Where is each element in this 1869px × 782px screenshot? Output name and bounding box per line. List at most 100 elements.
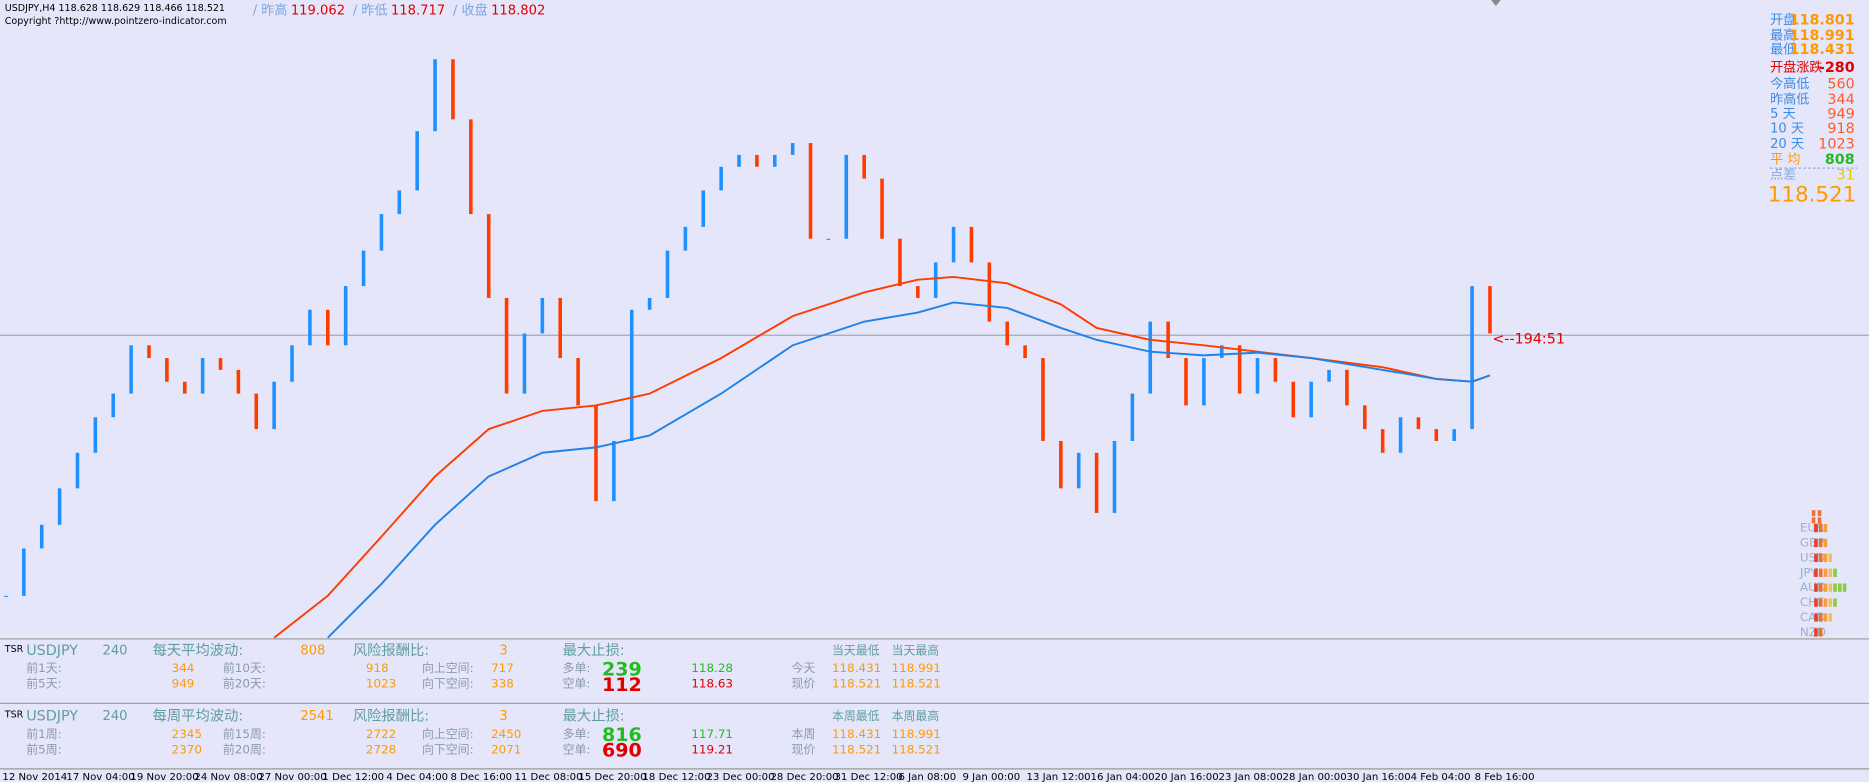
shift-marker bbox=[1491, 0, 1501, 6]
candle bbox=[290, 345, 294, 382]
candle bbox=[1470, 286, 1474, 430]
x-tick-label: 13 Jan 12:00 bbox=[1027, 772, 1091, 782]
candle bbox=[379, 214, 384, 251]
price-line-label: <--194:51 bbox=[1492, 332, 1565, 348]
candle bbox=[1273, 358, 1278, 382]
panel-label: 最大止损: bbox=[563, 642, 625, 659]
strength-bar bbox=[1817, 510, 1822, 517]
candle bbox=[576, 358, 580, 406]
candle bbox=[1363, 405, 1367, 430]
prev-value: 118.802 bbox=[491, 3, 545, 18]
strength-bar bbox=[1814, 598, 1818, 607]
x-tick-label: 30 Jan 16:00 bbox=[1347, 772, 1411, 782]
candle bbox=[469, 119, 473, 215]
x-tick-label: 8 Feb 16:00 bbox=[1475, 772, 1535, 782]
info-label: 5 天 bbox=[1770, 107, 1796, 122]
x-tick-label: 18 Dec 12:00 bbox=[642, 772, 710, 782]
stat-value: 918 bbox=[366, 661, 389, 675]
stat-label: 前20天: bbox=[223, 677, 266, 691]
copyright: Copyright ?http://www.pointzero-indicato… bbox=[5, 16, 227, 27]
info-label: 昨高低 bbox=[1770, 91, 1809, 108]
candle bbox=[236, 369, 241, 394]
info-label: 开盘 bbox=[1770, 11, 1796, 28]
candle bbox=[826, 238, 831, 240]
candle bbox=[1148, 321, 1153, 394]
candle bbox=[1094, 452, 1099, 513]
order-label: 空单: bbox=[563, 742, 591, 756]
candle bbox=[75, 452, 80, 489]
candle bbox=[111, 393, 116, 418]
x-tick-label: 4 Feb 04:00 bbox=[1411, 772, 1471, 782]
strength-bar bbox=[1818, 628, 1823, 637]
panel-period: 240 bbox=[103, 643, 128, 658]
panel-value: 3 bbox=[499, 709, 507, 724]
candle bbox=[200, 358, 205, 394]
candle bbox=[1041, 358, 1045, 441]
candle bbox=[129, 345, 133, 394]
candle bbox=[1434, 429, 1439, 441]
candle bbox=[772, 154, 777, 167]
x-tick-label: 17 Nov 04:00 bbox=[66, 772, 134, 782]
space-label: 向上空间: bbox=[422, 727, 474, 741]
candle bbox=[987, 262, 992, 322]
candle bbox=[1130, 393, 1135, 441]
strength-bar bbox=[1828, 613, 1833, 622]
candle bbox=[1184, 358, 1188, 406]
info-label: 最低 bbox=[1770, 42, 1796, 58]
range-head: 当天最高 bbox=[892, 643, 940, 657]
stat-value: 949 bbox=[172, 677, 195, 691]
range-label: 现价 bbox=[791, 677, 815, 691]
x-tick-label: 23 Jan 08:00 bbox=[1219, 772, 1283, 782]
candle bbox=[951, 226, 956, 263]
range-head: 本周最高 bbox=[892, 709, 940, 723]
panel-value: 3 bbox=[499, 643, 507, 658]
x-tick-label: 27 Nov 00:00 bbox=[258, 772, 326, 782]
currency: CHF bbox=[1800, 595, 1824, 609]
strength-bar bbox=[1814, 583, 1818, 592]
candle bbox=[844, 154, 849, 239]
stat-label: 前10天: bbox=[223, 661, 266, 675]
candle bbox=[1452, 429, 1456, 441]
stat-value: 2728 bbox=[366, 742, 396, 756]
x-tick-label: 11 Dec 08:00 bbox=[514, 772, 582, 782]
strength-bar bbox=[1817, 517, 1822, 524]
currency: EUR bbox=[1800, 521, 1825, 535]
strength-bar bbox=[1823, 613, 1828, 622]
panel-value: 2541 bbox=[300, 709, 333, 724]
space-value: 2071 bbox=[491, 742, 521, 756]
strength-bar bbox=[1833, 583, 1837, 592]
moving-average bbox=[327, 301, 1491, 639]
x-tick-label: 19 Nov 20:00 bbox=[130, 772, 198, 782]
range-value: 118.521 bbox=[892, 677, 941, 691]
order-size: 112 bbox=[602, 674, 642, 696]
strength-bar bbox=[1823, 553, 1828, 563]
candle bbox=[22, 548, 26, 596]
panel-period: 240 bbox=[103, 709, 128, 724]
stat-value: 1023 bbox=[366, 677, 396, 691]
strength-bar bbox=[1828, 583, 1833, 592]
info-label: 开盘涨跌 bbox=[1770, 58, 1822, 75]
strength-bar bbox=[1833, 568, 1837, 577]
candle bbox=[1416, 417, 1421, 430]
candle bbox=[808, 143, 813, 239]
stat-value: 2370 bbox=[172, 742, 202, 756]
x-tick-label: 15 Dec 20:00 bbox=[578, 772, 646, 782]
strength-bar bbox=[1814, 523, 1818, 533]
candle bbox=[415, 131, 419, 191]
candle bbox=[1327, 369, 1331, 382]
candle bbox=[1166, 321, 1170, 359]
candle bbox=[39, 524, 44, 549]
candle bbox=[1380, 429, 1385, 453]
order-size: 816 bbox=[602, 724, 642, 746]
candle bbox=[665, 250, 670, 298]
info-value: 808 bbox=[1825, 152, 1855, 168]
stat-label: 前1天: bbox=[26, 661, 61, 675]
candle bbox=[308, 309, 312, 346]
panel-label: 每周平均波动: bbox=[153, 707, 244, 724]
candle bbox=[343, 286, 348, 346]
strength-bar bbox=[1811, 517, 1816, 524]
info-value: 918 bbox=[1827, 121, 1854, 137]
